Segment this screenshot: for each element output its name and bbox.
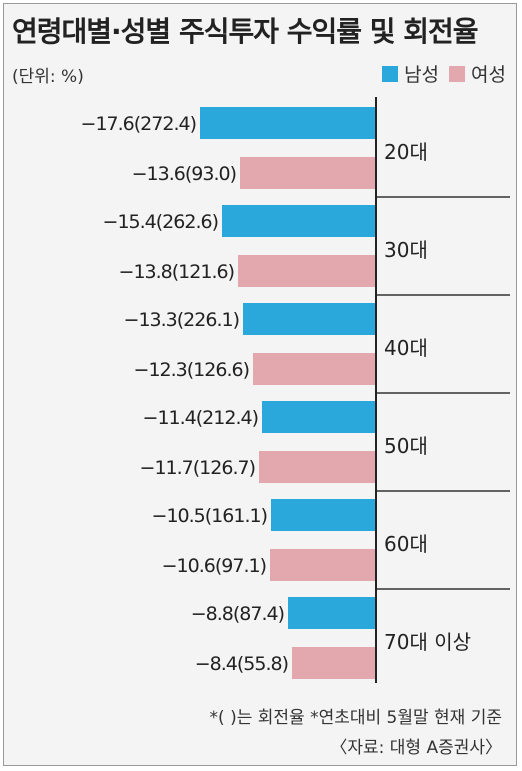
legend-item-female: 여성 bbox=[449, 60, 506, 87]
bar-male-4 bbox=[271, 499, 376, 531]
data-label-female-5: −8.4(55.8) bbox=[195, 653, 288, 675]
bar-female-3 bbox=[259, 451, 376, 483]
legend-item-male: 남성 bbox=[382, 60, 439, 87]
chart-title: 연령대별·성별 주식투자 수익률 및 회전율 bbox=[12, 15, 479, 48]
unit-label: (단위: %) bbox=[12, 67, 84, 87]
data-label-female-4: −10.6(97.1) bbox=[162, 555, 266, 577]
source-note: 〈자료: 대형 A증권사〉 bbox=[330, 738, 502, 758]
data-label-male-2: −13.3(226.1) bbox=[124, 309, 239, 331]
data-label-male-5: −8.8(87.4) bbox=[191, 603, 284, 625]
data-label-male-3: −11.4(212.4) bbox=[143, 407, 258, 429]
bar-male-0 bbox=[200, 107, 376, 139]
category-label-4: 60대 bbox=[384, 532, 428, 556]
data-label-female-0: −13.6(93.0) bbox=[132, 163, 236, 185]
bar-female-5 bbox=[292, 647, 376, 679]
data-label-male-1: −15.4(262.6) bbox=[103, 211, 218, 233]
data-label-male-0: −17.6(272.4) bbox=[81, 113, 196, 135]
footnote: *( )는 회전율 *연초대비 5월말 현재 기준 bbox=[209, 708, 502, 728]
bar-male-3 bbox=[262, 401, 376, 433]
legend-label-female: 여성 bbox=[471, 64, 506, 86]
bar-male-1 bbox=[222, 205, 376, 237]
legend: 남성 여성 bbox=[382, 60, 506, 87]
data-label-female-3: −11.7(126.7) bbox=[140, 457, 255, 479]
data-label-female-2: −12.3(126.6) bbox=[134, 359, 249, 381]
bar-female-0 bbox=[240, 157, 376, 189]
bar-male-5 bbox=[288, 597, 376, 629]
legend-label-male: 남성 bbox=[404, 64, 440, 86]
bar-female-4 bbox=[270, 549, 376, 581]
category-label-0: 20대 bbox=[384, 140, 428, 164]
data-label-male-4: −10.5(161.1) bbox=[152, 505, 267, 527]
category-label-1: 30대 bbox=[384, 238, 428, 262]
bar-female-2 bbox=[253, 353, 376, 385]
category-label-3: 50대 bbox=[384, 434, 428, 458]
category-label-2: 40대 bbox=[384, 336, 428, 360]
data-label-female-1: −13.8(121.6) bbox=[119, 261, 234, 283]
legend-swatch-male bbox=[382, 65, 399, 82]
category-label-5: 70대 이상 bbox=[384, 630, 471, 654]
legend-swatch-female bbox=[449, 65, 466, 82]
bar-female-1 bbox=[238, 255, 376, 287]
bar-male-2 bbox=[243, 303, 376, 335]
